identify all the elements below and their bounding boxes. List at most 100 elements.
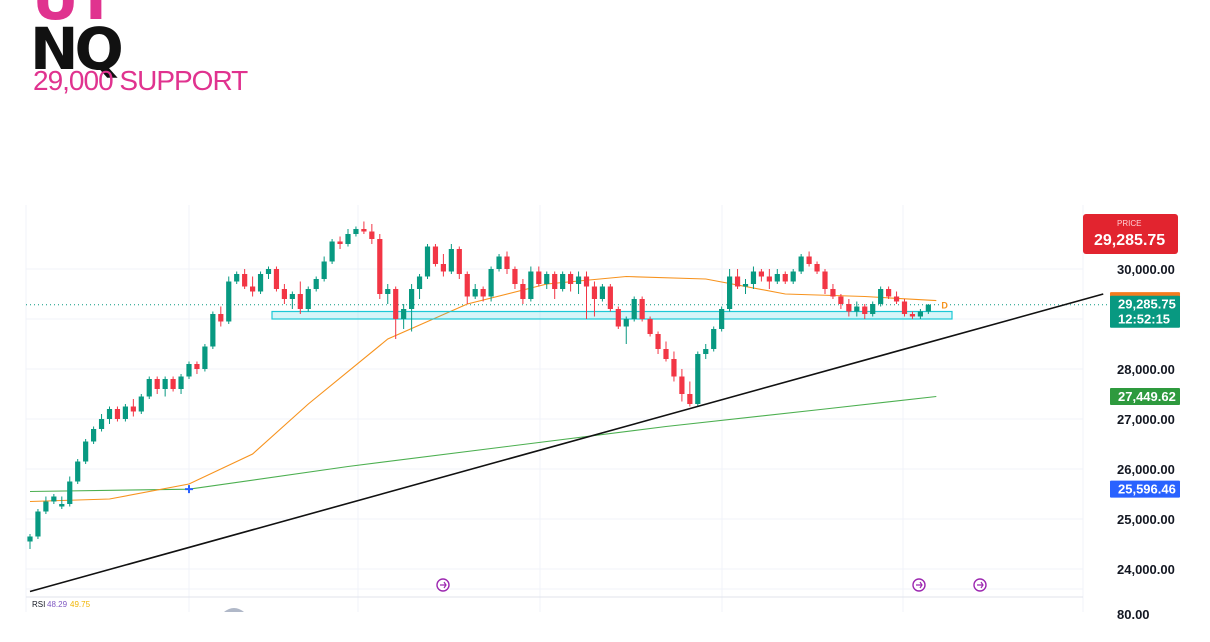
candle: [393, 289, 399, 319]
candle: [560, 274, 566, 289]
candle: [687, 394, 693, 404]
candle: [194, 364, 200, 369]
rsi-axis-label: 80.00: [1117, 607, 1150, 622]
candle: [790, 271, 796, 282]
candle: [226, 281, 232, 322]
candle: [480, 289, 486, 297]
current-price-box: PRICE 29,285.75: [1083, 214, 1178, 254]
axis-tick-label: 27,000.00: [1117, 412, 1175, 427]
candle: [703, 349, 709, 354]
candle: [846, 304, 852, 312]
crosshair-marker: [185, 485, 193, 494]
candle: [782, 274, 788, 282]
candle: [297, 294, 303, 309]
candle: [424, 246, 431, 277]
candle: [679, 376, 685, 394]
sma-slow-layer: [29, 395, 937, 493]
candle: [369, 231, 375, 239]
candle: [758, 271, 764, 277]
rsi-curve: [224, 608, 244, 612]
axis-tick-label: 30,000.00: [1117, 262, 1175, 277]
axis-tick-label: 28,000.00: [1117, 362, 1175, 377]
candle: [512, 269, 518, 284]
price-badge: 27,449.62: [1110, 388, 1180, 406]
candle: [106, 409, 113, 419]
support-layer: [271, 310, 953, 320]
candle: [448, 249, 454, 272]
axis-tick-label: 26,000.00: [1117, 462, 1175, 477]
axis-tick-label: 25,000.00: [1117, 512, 1175, 527]
candle: [878, 289, 884, 304]
candle: [186, 364, 192, 377]
candle: [265, 269, 272, 274]
trendline: [29, 293, 1104, 593]
candle: [409, 289, 415, 309]
candle: [401, 309, 407, 319]
candle: [242, 274, 248, 287]
candle: [281, 289, 287, 299]
candle: [663, 349, 669, 359]
candle: [289, 294, 295, 299]
candle: [719, 309, 725, 329]
candle: [575, 276, 582, 284]
candle: [711, 329, 717, 349]
candle: [250, 286, 256, 292]
event-glyph: [916, 581, 923, 589]
candle: [337, 241, 343, 244]
candle: [766, 276, 772, 282]
event-glyph: [977, 581, 984, 589]
candle: [456, 249, 462, 274]
candle: [83, 441, 89, 462]
candle: [464, 274, 470, 297]
badge-timer: 12:52:15: [1118, 312, 1170, 327]
sma-slow-line: [29, 395, 937, 493]
candle: [488, 269, 494, 297]
candle: [361, 229, 367, 232]
candle: [520, 284, 526, 299]
candle: [830, 289, 836, 297]
candle: [838, 296, 844, 304]
candle: [329, 241, 335, 262]
candle: [385, 289, 391, 294]
candle: [98, 419, 105, 429]
candle: [432, 246, 439, 264]
candle: [504, 256, 510, 269]
candle: [798, 256, 804, 272]
axis-tick-label: 24,000.00: [1117, 562, 1175, 577]
price-badges: 29,368.3229,285.7512:52:1527,449.6225,59…: [1083, 214, 1180, 498]
candle: [901, 301, 908, 314]
candle: [67, 481, 73, 504]
candle: [234, 274, 240, 282]
candle: [917, 311, 923, 317]
candle: [51, 496, 57, 502]
price-box-background: [1083, 214, 1178, 254]
badge-value: 25,596.46: [1118, 482, 1176, 497]
price-box-label: PRICE: [1117, 219, 1141, 228]
candle: [631, 299, 637, 319]
rsi-label: RSI: [32, 600, 45, 609]
candle: [615, 309, 621, 327]
candle: [528, 271, 534, 299]
candle: [536, 271, 542, 284]
candle: [154, 379, 160, 389]
candle: [440, 264, 446, 272]
candle: [734, 276, 741, 287]
candle: [27, 536, 33, 542]
rsi-pane: RSI 48.29 49.75 80.00: [26, 596, 1150, 622]
candle: [162, 379, 168, 389]
candle: [377, 239, 383, 294]
symbol-title: NQ: [30, 15, 124, 83]
candle: [114, 409, 121, 419]
candle: [742, 284, 749, 287]
event-glyph: [440, 581, 447, 589]
brand-top-text: UT: [32, 0, 116, 28]
event-markers[interactable]: D: [185, 301, 987, 592]
candle: [607, 286, 613, 309]
badge-value: 27,449.62: [1118, 389, 1176, 404]
candle: [639, 299, 645, 319]
badge-background: [1110, 295, 1180, 328]
candle: [925, 304, 931, 312]
candle: [345, 234, 351, 244]
candle: [321, 261, 327, 279]
